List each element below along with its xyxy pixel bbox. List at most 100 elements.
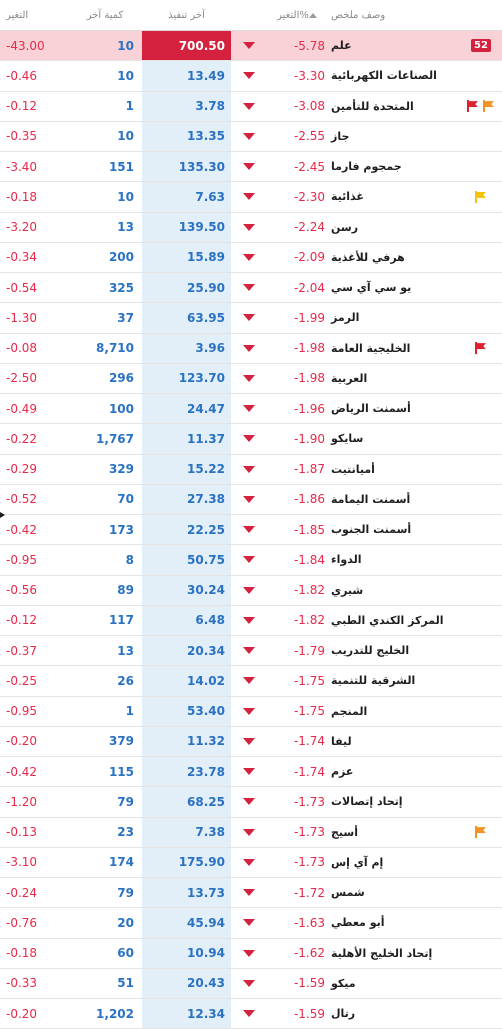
flag-cell[interactable] <box>460 92 502 121</box>
table-row[interactable]: -0.34 200 15.89 -2.09 هرفي للأغذية <box>0 242 502 273</box>
table-row[interactable]: -0.18 10 7.63 -2.30 غذائية <box>0 182 502 213</box>
table-row[interactable]: -3.10 174 175.90 -1.73 إم آي إس <box>0 847 502 878</box>
flag-cell[interactable] <box>460 999 502 1028</box>
flag-cell[interactable] <box>460 727 502 756</box>
flag-cell[interactable] <box>460 697 502 726</box>
symbol-name[interactable]: يو سي آي سي <box>331 281 412 295</box>
flag-cell[interactable] <box>460 61 502 90</box>
table-row[interactable]: -0.52 70 27.38 -1.86 أسمنت اليمامة <box>0 484 502 515</box>
symbol-name[interactable]: المركز الكندي الطبي <box>331 613 444 627</box>
flag-cell[interactable] <box>460 455 502 484</box>
flag-cell[interactable] <box>460 908 502 937</box>
flag-cell[interactable] <box>460 939 502 968</box>
table-row[interactable]: -0.20 379 11.32 -1.74 ليفا <box>0 726 502 757</box>
symbol-name[interactable]: إتحاد إتصالات <box>331 795 403 809</box>
table-row[interactable]: -1.20 79 68.25 -1.73 إتحاد إتصالات <box>0 787 502 818</box>
header-last-qty[interactable]: كمية آخر <box>86 9 124 21</box>
symbol-name[interactable]: الرمز <box>331 311 360 325</box>
symbol-name[interactable]: جمجوم فارما <box>331 160 402 174</box>
symbol-name[interactable]: جاز <box>331 129 350 143</box>
symbol-name[interactable]: العربية <box>331 371 368 385</box>
symbol-name[interactable]: أسمنت الجنوب <box>331 523 412 537</box>
flag-cell[interactable] <box>460 848 502 877</box>
symbol-name[interactable]: أميانتيت <box>331 462 375 476</box>
symbol-name[interactable]: سايكو <box>331 432 364 446</box>
symbol-name[interactable]: الدواء <box>331 553 362 567</box>
table-row[interactable]: -0.95 8 50.75 -1.84 الدواء <box>0 545 502 576</box>
table-row[interactable]: -0.95 1 53.40 -1.75 المنجم <box>0 696 502 727</box>
symbol-name[interactable]: شيري <box>331 583 364 597</box>
table-row[interactable]: -0.76 20 45.94 -1.63 أبو معطي <box>0 908 502 939</box>
table-row[interactable]: -43.00 10 700.50 -5.78 علم 52 <box>0 31 502 62</box>
symbol-name[interactable]: ليفا <box>331 734 352 748</box>
table-row[interactable]: -0.35 10 13.35 -2.55 جاز <box>0 121 502 152</box>
flag-cell[interactable] <box>460 182 502 211</box>
flag-cell[interactable] <box>460 787 502 816</box>
table-row[interactable]: -0.42 173 22.25 -1.85 أسمنت الجنوب <box>0 515 502 546</box>
table-row[interactable]: -0.54 325 25.90 -2.04 يو سي آي سي <box>0 273 502 304</box>
orange-flag-icon[interactable] <box>483 100 495 113</box>
header-pct-change[interactable]: التغير% <box>267 0 331 30</box>
symbol-name[interactable]: رتال <box>331 1007 356 1021</box>
symbol-name[interactable]: المتحدة للتأمين <box>331 99 414 113</box>
flag-cell[interactable] <box>460 515 502 544</box>
flag-cell[interactable] <box>460 122 502 151</box>
table-row[interactable]: -0.46 10 13.49 -3.30 الصناعات الكهربائية <box>0 61 502 92</box>
flag-cell[interactable] <box>460 243 502 272</box>
table-row[interactable]: -0.18 60 10.94 -1.62 إتحاد الخليج الأهلي… <box>0 938 502 969</box>
table-row[interactable]: -2.50 296 123.70 -1.98 العربية <box>0 363 502 394</box>
symbol-name[interactable]: أسمنت الرياض <box>331 402 411 416</box>
symbol-name[interactable]: أسمنت اليمامة <box>331 492 411 506</box>
header-last-trade[interactable]: آخر تنفيذ <box>168 9 205 21</box>
count-badge[interactable]: 52 <box>471 39 491 53</box>
symbol-name[interactable]: الخليجية العامة <box>331 341 411 355</box>
table-row[interactable]: -0.20 1,202 12.34 -1.59 رتال <box>0 999 502 1029</box>
table-row[interactable]: -0.42 115 23.78 -1.74 عزم <box>0 757 502 788</box>
symbol-name[interactable]: الصناعات الكهربائية <box>331 69 437 83</box>
table-row[interactable]: -0.12 1 3.78 -3.08 المتحدة للتأمين <box>0 91 502 122</box>
table-row[interactable]: -0.49 100 24.47 -1.96 أسمنت الرياض <box>0 394 502 425</box>
table-row[interactable]: -3.40 151 135.30 -2.45 جمجوم فارما <box>0 152 502 183</box>
symbol-name[interactable]: إم آي إس <box>331 855 384 869</box>
flag-cell[interactable] <box>460 424 502 453</box>
flag-cell[interactable] <box>460 757 502 786</box>
symbol-name[interactable]: ميكو <box>331 976 356 990</box>
red-flag-icon[interactable] <box>467 100 479 113</box>
symbol-name[interactable]: المنجم <box>331 704 368 718</box>
symbol-name[interactable]: أسيج <box>331 825 359 839</box>
symbol-name[interactable]: أبو معطي <box>331 916 385 930</box>
flag-cell[interactable] <box>460 545 502 574</box>
yellow-flag-icon[interactable] <box>475 190 487 203</box>
flag-cell[interactable] <box>460 152 502 181</box>
symbol-name[interactable]: هرفي للأغذية <box>331 250 405 264</box>
flag-cell[interactable] <box>460 273 502 302</box>
table-row[interactable]: -0.37 13 20.34 -1.79 الخليج للتدريب <box>0 636 502 667</box>
table-row[interactable]: -0.25 26 14.02 -1.75 الشرقية للتنمية <box>0 666 502 697</box>
symbol-name[interactable]: عزم <box>331 765 354 779</box>
flag-cell[interactable] <box>460 606 502 635</box>
symbol-name[interactable]: الخليج للتدريب <box>331 644 410 658</box>
flag-cell[interactable] <box>460 485 502 514</box>
table-row[interactable]: -0.22 1,767 11.37 -1.90 سايكو <box>0 424 502 455</box>
symbol-name[interactable]: الشرقية للتنمية <box>331 674 416 688</box>
flag-cell[interactable] <box>460 818 502 847</box>
flag-cell[interactable] <box>460 576 502 605</box>
red-flag-icon[interactable] <box>475 342 487 355</box>
symbol-name[interactable]: رسن <box>331 220 359 234</box>
flag-cell[interactable] <box>460 394 502 423</box>
table-row[interactable]: -0.29 329 15.22 -1.87 أميانتيت <box>0 454 502 485</box>
table-row[interactable]: -1.30 37 63.95 -1.99 الرمز <box>0 303 502 334</box>
header-change[interactable]: التغير <box>6 9 29 21</box>
table-row[interactable]: -0.08 8,710 3.96 -1.98 الخليجية العامة <box>0 333 502 364</box>
table-row[interactable]: -0.24 79 13.73 -1.72 شمس <box>0 878 502 909</box>
table-row[interactable]: -3.20 13 139.50 -2.24 رسن <box>0 212 502 243</box>
flag-cell[interactable] <box>460 364 502 393</box>
table-row[interactable]: -0.13 23 7.38 -1.73 أسيج <box>0 817 502 848</box>
flag-cell[interactable]: 52 <box>460 31 502 60</box>
table-row[interactable]: -0.56 89 30.24 -1.82 شيري <box>0 575 502 606</box>
flag-cell[interactable] <box>460 334 502 363</box>
orange-flag-icon[interactable] <box>475 826 487 839</box>
flag-cell[interactable] <box>460 636 502 665</box>
flag-cell[interactable] <box>460 303 502 332</box>
sort-asc-icon[interactable] <box>308 12 317 18</box>
